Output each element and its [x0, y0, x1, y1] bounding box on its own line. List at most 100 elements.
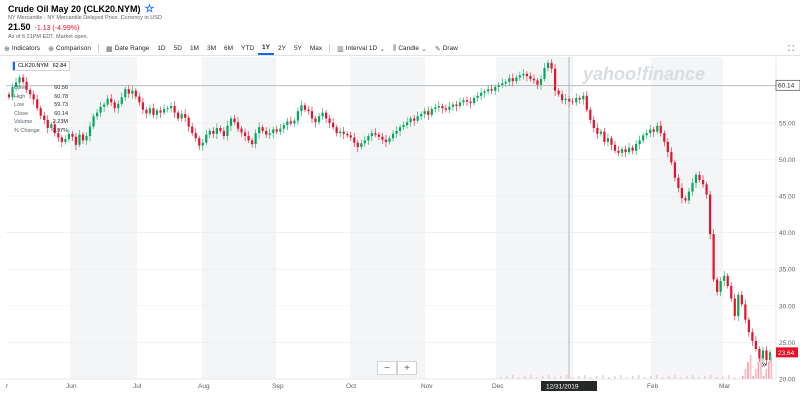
- range-tab-5d[interactable]: 5D: [173, 45, 182, 52]
- interval-label: Interval 1D: [345, 45, 378, 52]
- ohlc-value: 59.73: [54, 102, 68, 109]
- date-range-button[interactable]: ▦ Date Range: [102, 42, 153, 55]
- volume-bar: [578, 376, 580, 379]
- scroll-right-icon[interactable]: »: [761, 359, 767, 369]
- chart-type-dropdown[interactable]: ⫼ Candle ⌄: [389, 42, 431, 55]
- range-tab-ytd[interactable]: YTD: [241, 45, 255, 52]
- volume-bar: [765, 369, 767, 379]
- ohlc-value: 2.23M: [52, 119, 68, 126]
- comparison-button[interactable]: ⊕ Comparison: [44, 42, 95, 55]
- candle-body: [215, 127, 218, 134]
- candle-body: [226, 125, 229, 137]
- range-tab-1d[interactable]: 1D: [157, 45, 166, 52]
- range-tab-max[interactable]: Max: [309, 45, 323, 52]
- x-tick-label: Jul: [133, 383, 142, 390]
- candle-body: [511, 78, 514, 82]
- candle-body: [363, 140, 366, 144]
- candle-body: [310, 111, 314, 119]
- candle-body: [698, 174, 701, 180]
- ohlc-row: Close 60.14: [14, 110, 70, 119]
- candle-body: [145, 109, 148, 114]
- volume-bar: [757, 362, 760, 379]
- y-axis-panel: [776, 57, 800, 379]
- indicators-button[interactable]: ⊕ Indicators: [0, 42, 44, 55]
- y-tick-label: 20.00: [779, 377, 796, 384]
- volume-bar: [760, 355, 762, 379]
- symbol-legend: CLK20.NYM 62.84: [12, 61, 71, 71]
- range-tab-5y[interactable]: 5Y: [293, 45, 302, 52]
- candle-body: [106, 98, 109, 105]
- x-tick-label: r: [6, 383, 9, 390]
- plus-circle-icon: ⊕: [4, 45, 10, 53]
- candle-body: [723, 275, 726, 281]
- candle-body: [18, 77, 21, 83]
- price-chart[interactable]: yahoo!finance 55.00 50.00 45.00 40.00 35.00 30…: [0, 57, 800, 395]
- candle-body: [564, 98, 567, 101]
- candle-body: [360, 143, 363, 148]
- candle-body: [518, 75, 521, 78]
- candle-body: [684, 198, 687, 201]
- candle-body: [300, 105, 303, 112]
- candle-body: [169, 106, 173, 109]
- candle-body: [441, 106, 444, 109]
- candle-body: [50, 124, 53, 128]
- range-tab-3m[interactable]: 3M: [206, 45, 216, 52]
- month-band: [70, 57, 137, 379]
- range-tab-6m[interactable]: 6M: [224, 45, 234, 52]
- volume-bar: [506, 376, 508, 379]
- star-icon[interactable]: ☆: [144, 2, 155, 15]
- range-tabs: 1D 5D 1M 3M 6M YTD 1Y 2Y 5Y Max: [153, 42, 326, 55]
- candle-body: [212, 130, 215, 134]
- candle-body: [219, 127, 222, 131]
- draw-label: Draw: [442, 45, 458, 52]
- volume-bar: [742, 376, 744, 379]
- candle-body: [261, 127, 264, 131]
- range-tab-1m[interactable]: 1M: [189, 45, 199, 52]
- zoom-controls: − +: [377, 361, 417, 375]
- candle-body: [462, 100, 465, 103]
- x-tick-label: Feb: [647, 383, 659, 390]
- candle-body: [78, 134, 81, 145]
- candle-body: [388, 138, 391, 142]
- candle-body: [469, 101, 472, 104]
- candle-body: [328, 118, 331, 123]
- range-tab-2y[interactable]: 2Y: [277, 45, 286, 52]
- last-price-label: 23.64: [778, 350, 795, 357]
- candle-body: [515, 77, 518, 82]
- candle-body: [649, 129, 652, 134]
- candle-body: [370, 133, 373, 137]
- candle-body: [43, 115, 46, 120]
- volume-bar: [626, 377, 628, 379]
- volume-bar: [566, 375, 568, 379]
- y-tick-label: 50.00: [779, 157, 796, 164]
- candle-body: [631, 147, 634, 151]
- zoom-out-button[interactable]: −: [377, 361, 397, 375]
- candle-body: [377, 134, 381, 137]
- zoom-in-button[interactable]: +: [397, 361, 417, 375]
- candle-body: [744, 304, 747, 320]
- candle-body: [458, 102, 462, 107]
- volume-bar: [530, 375, 532, 379]
- candle-body: [335, 127, 338, 134]
- ohlc-row: Open 60.56: [14, 84, 70, 93]
- volume-bar: [728, 375, 730, 379]
- candle-body: [666, 141, 669, 153]
- candle-body: [367, 136, 370, 141]
- candle-body: [177, 112, 180, 119]
- exchange-subtitle: NY Mercantile - NY Mercantile Delayed Pr…: [8, 15, 162, 21]
- candle-body: [342, 131, 345, 134]
- chart-type-label: Candle: [398, 45, 419, 52]
- series-color-swatch: [13, 62, 15, 70]
- draw-button[interactable]: ✎ Draw: [431, 42, 462, 55]
- candle-body: [582, 95, 585, 100]
- candle-body: [501, 83, 504, 86]
- fullscreen-icon[interactable]: ⛶: [788, 43, 794, 53]
- ohlc-tooltip: Open 60.56 High 60.78 Low 59.73 Close 60.14 Volu…: [14, 84, 70, 136]
- y-tick-label: 45.00: [779, 194, 796, 201]
- range-tab-1y[interactable]: 1Y: [258, 42, 274, 55]
- candle-body: [561, 94, 564, 101]
- interval-dropdown[interactable]: ▥ Interval 1D ⌄: [333, 42, 389, 55]
- candle-body: [71, 133, 74, 137]
- volume-bar: [734, 377, 736, 379]
- candle-body: [758, 348, 761, 359]
